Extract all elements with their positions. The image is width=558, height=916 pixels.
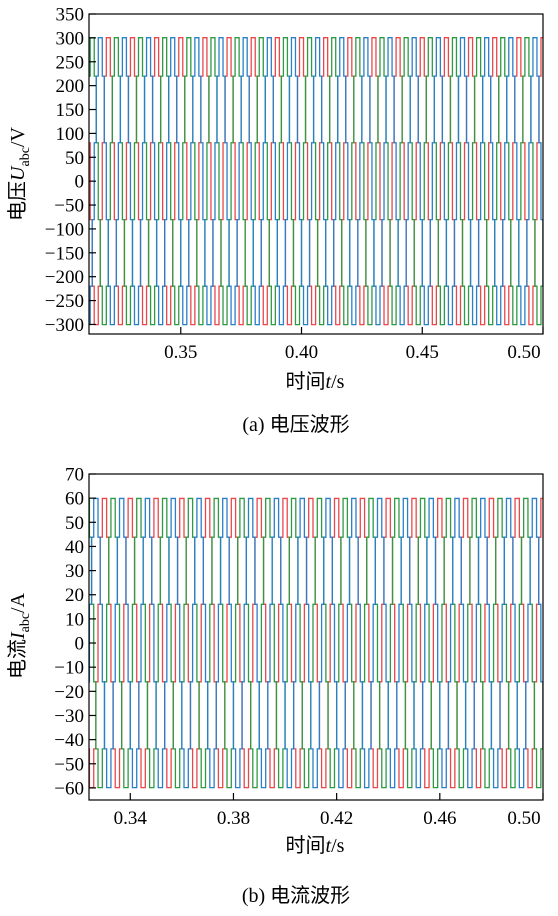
current-x-tick-label: 0.38 [217, 808, 250, 829]
current-series-3-line [89, 497, 543, 789]
voltage-caption: (a) 电压波形 [242, 413, 349, 436]
voltage-chart: −300 −250 −200 −150 −100−50 0 50 100 150 200 250 30… [6, 5, 544, 436]
voltage-y-axis-title: 电压Uabc/V [6, 126, 33, 220]
current-y-tick-label: 50 [65, 513, 84, 534]
current-caption: (b) 电流波形 [242, 884, 350, 907]
current-x-tick-label: 0.34 [114, 808, 148, 829]
current-x-tick-label: 0.46 [423, 808, 456, 829]
voltage-x-axis-title: 时间t/s [286, 370, 345, 393]
voltage-y-tick-label: 0 [75, 172, 85, 193]
voltage-y-tick-label: −200 [45, 267, 84, 288]
current-ticks: −60 −50 −40 −30 −20 −10 0 10 20 30 40 50 60 70 0.34 0.3… [54, 465, 544, 829]
voltage-y-tick-label: 300 [56, 28, 85, 49]
current-plot-frame [88, 473, 544, 801]
voltage-y-tick-label: −300 [45, 315, 84, 336]
voltage-y-tick-label: 50 [65, 148, 84, 169]
voltage-x-tick-label: 0.35 [164, 342, 197, 363]
voltage-y-tick-label: −250 [45, 291, 84, 312]
current-y-tick-label: −40 [54, 730, 84, 751]
current-x-tick-label: 0.50 [507, 808, 540, 829]
voltage-x-tick-label: 0.45 [406, 342, 439, 363]
current-y-tick-label: 30 [65, 561, 84, 582]
voltage-y-tick-label: 250 [56, 52, 85, 73]
voltage-y-tick-label: 100 [56, 124, 85, 145]
current-y-tick-label: 20 [65, 585, 84, 606]
current-y-tick-label: −50 [54, 754, 84, 775]
voltage-ticks: −300 −250 −200 −150 −100−50 0 50 100 150 200 250 30… [45, 5, 544, 363]
voltage-y-tick-label: −50 [54, 196, 84, 217]
voltage-y-tick-label: −100 [45, 219, 84, 240]
current-y-tick-label: −30 [54, 706, 84, 727]
current-series-1-line [89, 497, 543, 789]
current-series-layer [89, 497, 543, 789]
current-y-tick-label: 70 [65, 465, 84, 486]
current-x-tick-label: 0.42 [320, 808, 353, 829]
voltage-y-tick-label: 200 [56, 76, 85, 97]
voltage-x-tick-label: 0.40 [285, 342, 318, 363]
current-series-2-line [89, 497, 543, 789]
current-y-tick-label: −60 [54, 778, 84, 799]
voltage-series-layer [89, 37, 543, 326]
current-y-tick-label: 10 [65, 609, 84, 630]
voltage-series-3-line [89, 37, 543, 326]
current-x-axis-title: 时间t/s [286, 834, 345, 857]
current-y-tick-label: 40 [65, 537, 84, 558]
current-y-tick-label: −20 [54, 682, 84, 703]
current-y-tick-label: 60 [65, 489, 84, 510]
current-y-tick-label: −10 [54, 658, 84, 679]
voltage-y-tick-label: 350 [56, 5, 85, 26]
voltage-series-2-line [89, 37, 543, 326]
current-chart: −60 −50 −40 −30 −20 −10 0 10 20 30 40 50 60 70 0.34 0.3… [6, 465, 544, 907]
current-y-tick-label: 0 [75, 634, 85, 655]
voltage-x-tick-label: 0.50 [507, 342, 540, 363]
voltage-y-tick-label: −150 [45, 243, 84, 264]
current-y-axis-title: 电流Iabc/A [6, 592, 33, 679]
voltage-plot-frame [88, 13, 544, 335]
voltage-y-tick-label: 150 [56, 100, 85, 121]
